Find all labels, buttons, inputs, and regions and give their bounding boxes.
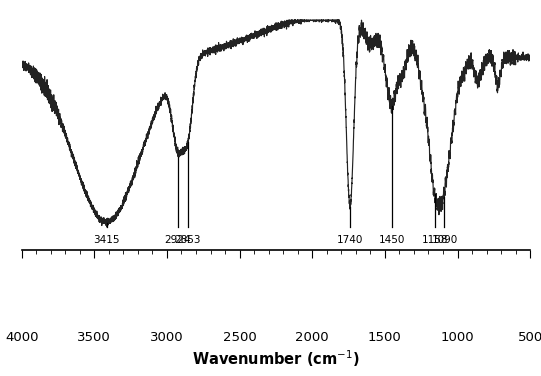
- Text: 2924: 2924: [164, 235, 191, 246]
- X-axis label: Wavenumber (cm$^{-1}$): Wavenumber (cm$^{-1}$): [192, 349, 360, 369]
- Text: 1450: 1450: [379, 235, 405, 246]
- Text: 1158: 1158: [421, 235, 448, 246]
- Text: 1740: 1740: [337, 235, 363, 246]
- Text: 2853: 2853: [174, 235, 200, 246]
- Text: 1090: 1090: [431, 235, 458, 246]
- Text: 3415: 3415: [94, 235, 120, 246]
